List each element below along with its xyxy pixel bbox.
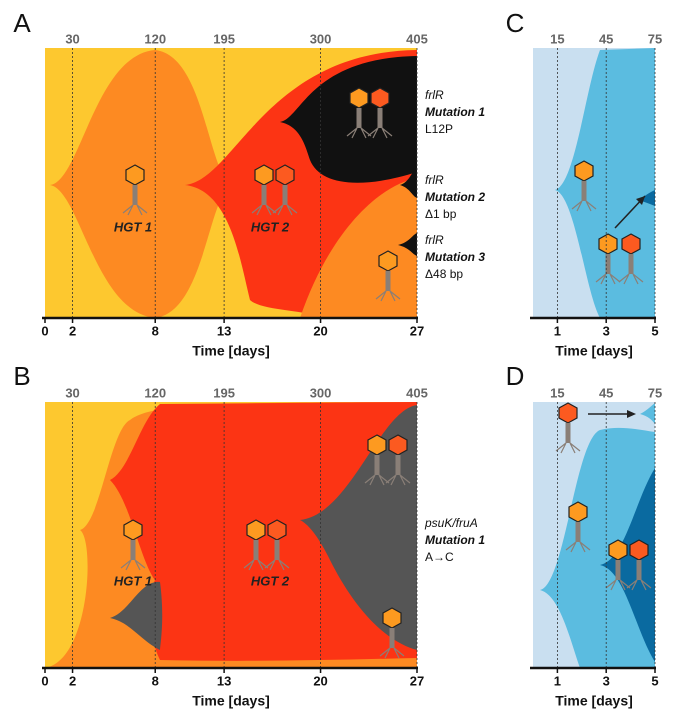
mutation-change: Δ48 bp (425, 267, 463, 281)
mutation-change: A→C (425, 550, 454, 564)
hgt-label: HGT 2 (251, 219, 290, 234)
x-axis-label: Time [days] (192, 343, 270, 359)
x-tick-label: 20 (313, 323, 327, 338)
gene-name: frlR (425, 173, 444, 187)
muller-plot-c (533, 48, 655, 318)
muller-plot-a (45, 48, 417, 318)
generation-label: 15 (550, 31, 564, 46)
generation-label: 120 (144, 385, 166, 400)
x-tick-label: 13 (217, 323, 231, 338)
x-tick-label: 8 (152, 673, 159, 688)
x-tick-label: 5 (651, 673, 658, 688)
mutation-change: L12P (425, 122, 453, 136)
mutation-name: Mutation 3 (425, 250, 485, 264)
mutation-change: Δ1 bp (425, 207, 457, 221)
generation-label: 45 (599, 385, 613, 400)
generation-label: 30 (65, 385, 79, 400)
gene-name: psuK/fruA (424, 516, 478, 530)
gene-name: frlR (425, 233, 444, 247)
panel-letter: B (13, 361, 30, 391)
generation-label: 45 (599, 31, 613, 46)
generation-label: 30 (65, 31, 79, 46)
x-tick-label: 27 (410, 673, 424, 688)
hgt-label: HGT 1 (114, 219, 152, 234)
x-tick-label: 3 (603, 673, 610, 688)
x-axis-label: Time [days] (192, 693, 270, 709)
x-tick-label: 20 (313, 673, 327, 688)
panel-letter: D (506, 361, 525, 391)
x-tick-label: 1 (554, 673, 561, 688)
generation-label: 195 (213, 385, 235, 400)
x-tick-label: 1 (554, 323, 561, 338)
x-tick-label: 5 (651, 323, 658, 338)
generation-label: 300 (310, 385, 332, 400)
muller-plot-d (533, 402, 655, 668)
generation-label: 120 (144, 31, 166, 46)
generation-label: 15 (550, 385, 564, 400)
mutation-name: Mutation 1 (425, 533, 485, 547)
generation-label: 75 (648, 31, 662, 46)
figure: A30120195300405028132027Time [days]HGT 1… (0, 0, 674, 711)
gene-name: frlR (425, 88, 444, 102)
hgt-label: HGT 1 (114, 573, 152, 588)
x-tick-label: 8 (152, 323, 159, 338)
panel-letter: A (13, 8, 31, 38)
x-axis-label: Time [days] (555, 343, 633, 359)
x-tick-label: 2 (69, 673, 76, 688)
x-tick-label: 13 (217, 673, 231, 688)
x-axis-label: Time [days] (555, 693, 633, 709)
panel-letter: C (506, 8, 525, 38)
x-tick-label: 27 (410, 323, 424, 338)
generation-label: 405 (406, 385, 428, 400)
x-tick-label: 3 (603, 323, 610, 338)
x-tick-label: 0 (41, 323, 48, 338)
generation-label: 405 (406, 31, 428, 46)
mutation-name: Mutation 2 (425, 190, 485, 204)
muller-plot-b (45, 402, 417, 668)
x-tick-label: 0 (41, 673, 48, 688)
generation-label: 195 (213, 31, 235, 46)
hgt-label: HGT 2 (251, 573, 290, 588)
mutation-name: Mutation 1 (425, 105, 485, 119)
x-tick-label: 2 (69, 323, 76, 338)
generation-label: 75 (648, 385, 662, 400)
generation-label: 300 (310, 31, 332, 46)
